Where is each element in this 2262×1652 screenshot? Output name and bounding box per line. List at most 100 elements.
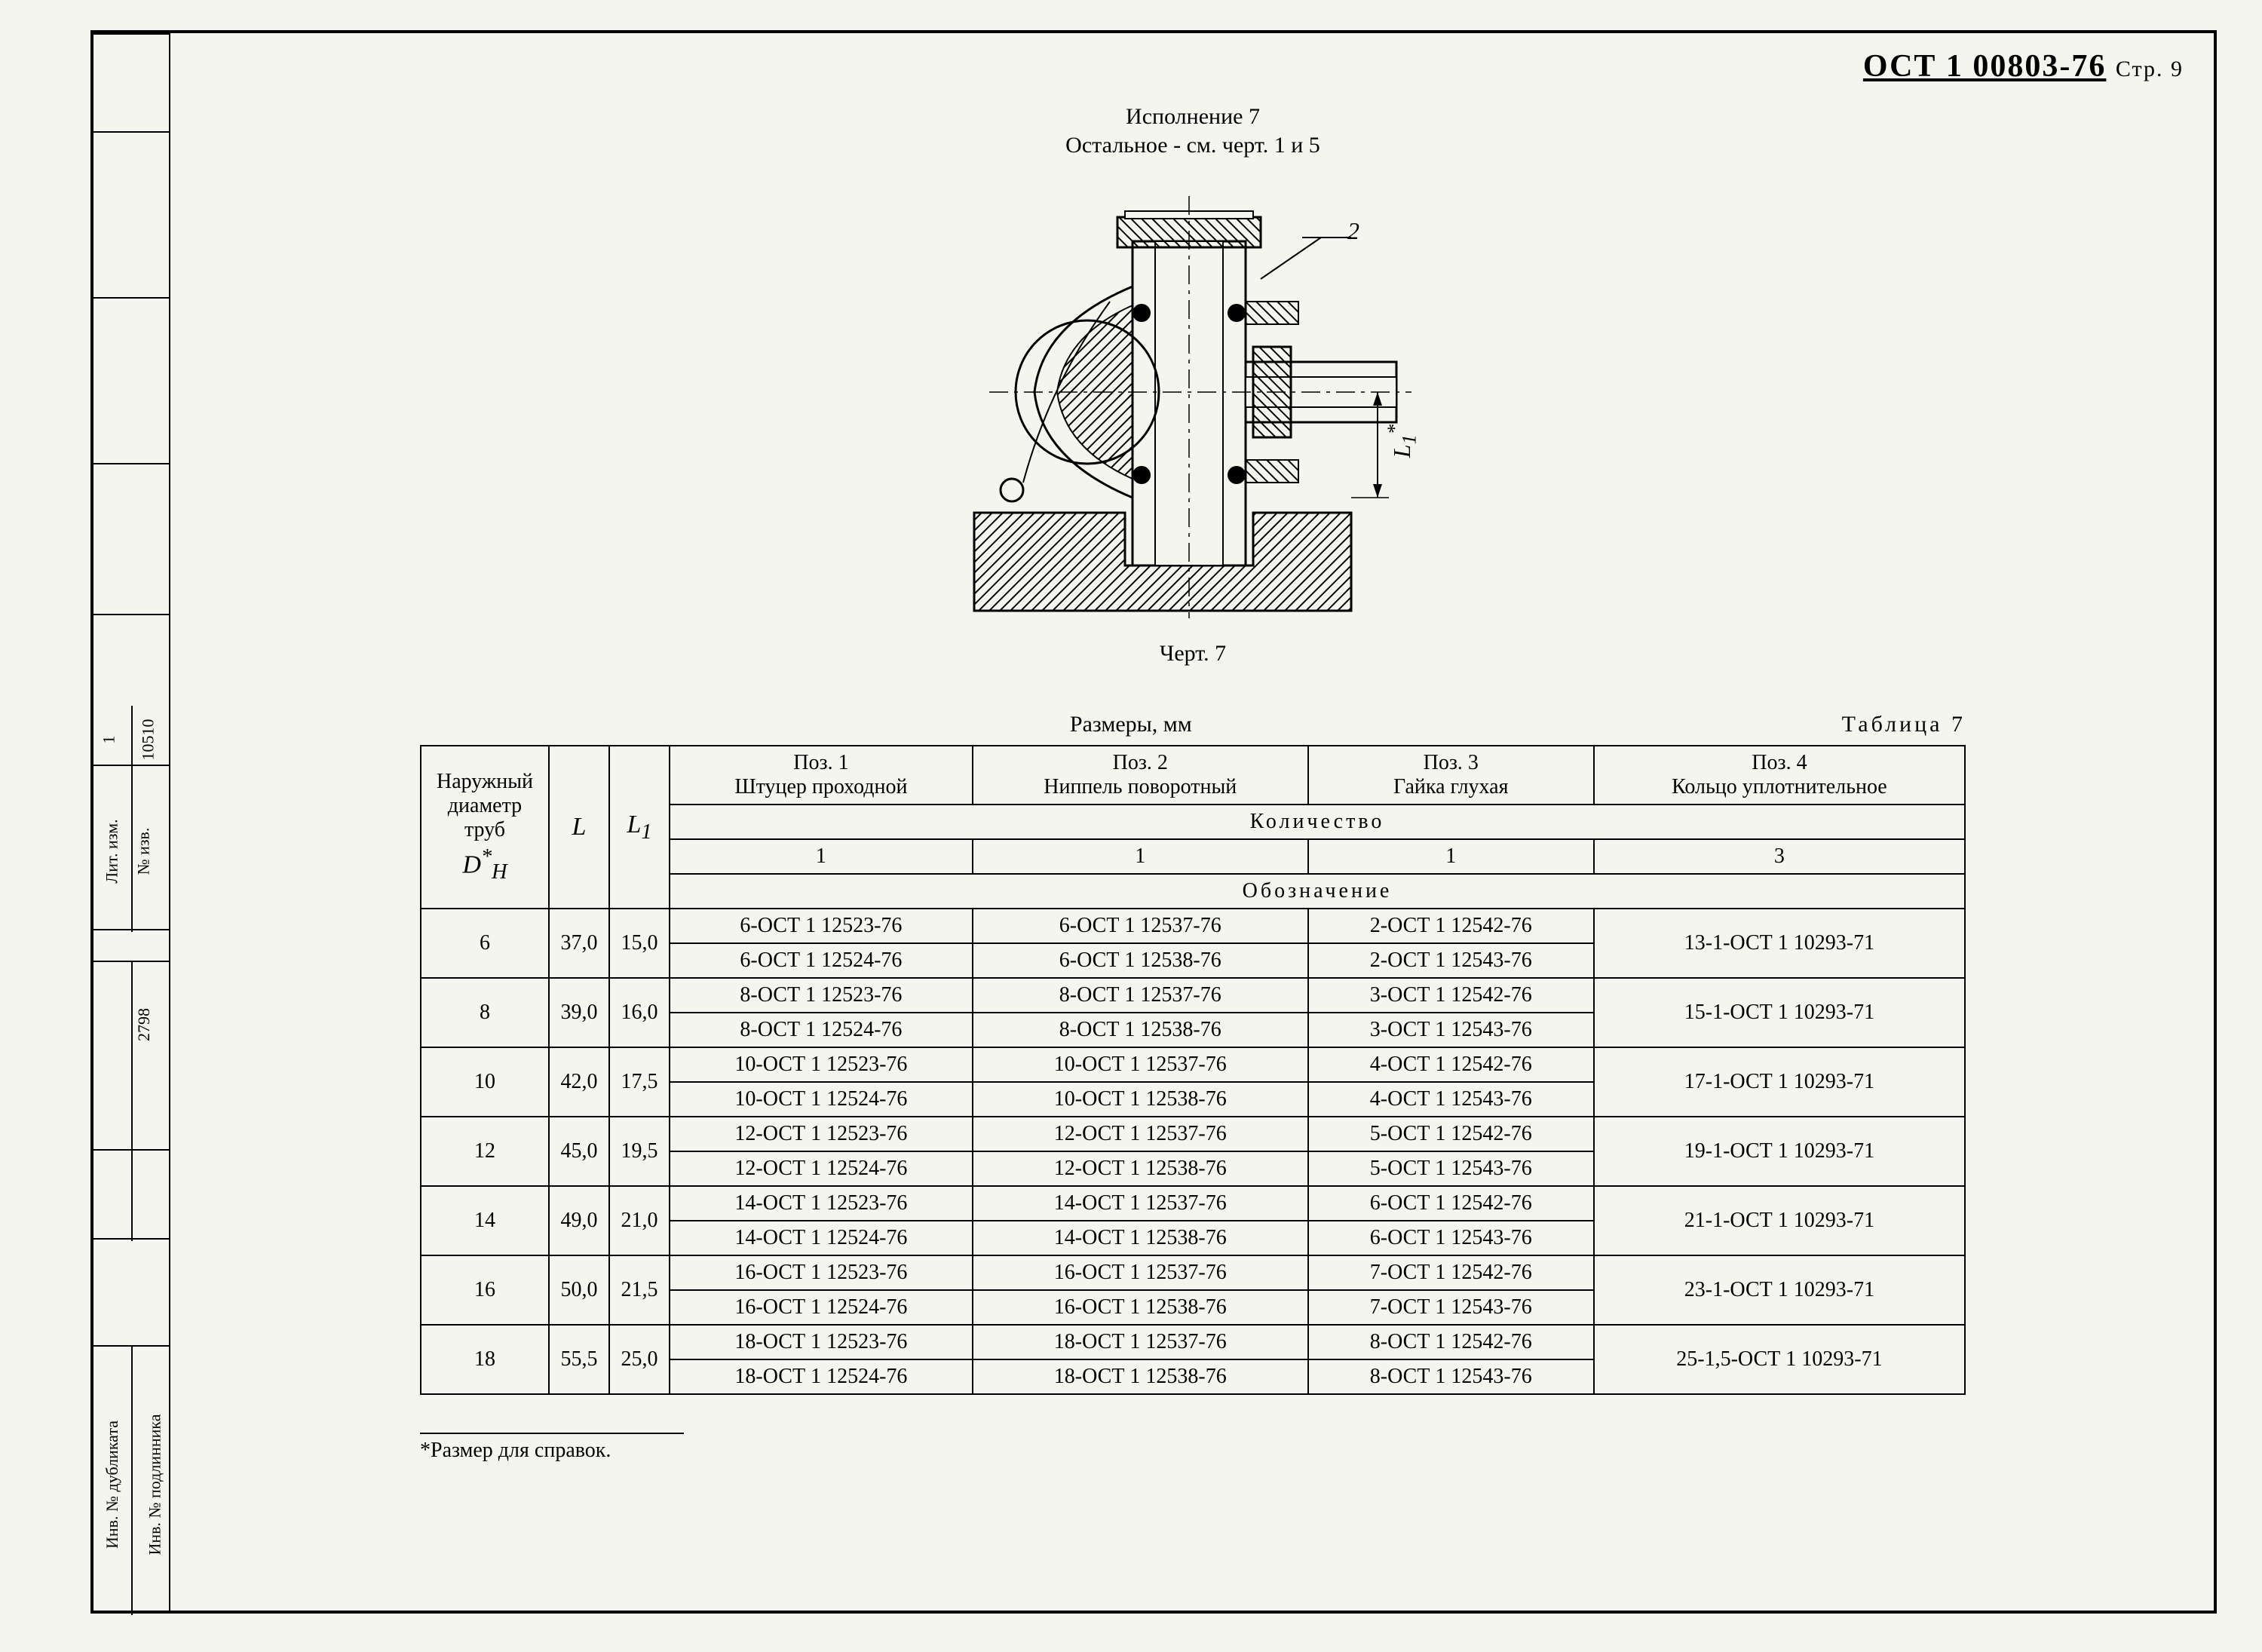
- sidebar-title-block: Лит. изм. № изв. 1 10510 2798 Инв. № дуб…: [93, 33, 169, 1614]
- cell-dh: 6: [421, 909, 549, 978]
- callout-L1: L1*: [1383, 424, 1421, 458]
- cell-p2b: 6-ОСТ 1 12538-76: [973, 943, 1308, 978]
- cell-p2a: 12-ОСТ 1 12537-76: [973, 1117, 1308, 1151]
- col-pos1-title: Поз. 1 Штуцер проходной: [670, 746, 973, 805]
- title-execution: Исполнение 7: [214, 104, 2172, 130]
- callout-2: 2: [1347, 217, 1359, 245]
- cell-p2a: 6-ОСТ 1 12537-76: [973, 909, 1308, 943]
- qty4: 3: [1594, 839, 1965, 874]
- table-row: 1855,525,018-ОСТ 1 12523-7618-ОСТ 1 1253…: [421, 1325, 1965, 1359]
- table-number-label: Таблица 7: [1842, 712, 1966, 737]
- cell-dh: 8: [421, 978, 549, 1047]
- cell-p1a: 10-ОСТ 1 12523-76: [670, 1047, 973, 1082]
- cell-p2a: 14-ОСТ 1 12537-76: [973, 1186, 1308, 1221]
- cell-L1: 21,5: [609, 1255, 670, 1325]
- cell-p1b: 6-ОСТ 1 12524-76: [670, 943, 973, 978]
- cell-p1b: 18-ОСТ 1 12524-76: [670, 1359, 973, 1394]
- cell-p2b: 10-ОСТ 1 12538-76: [973, 1082, 1308, 1117]
- cell-p4: 23-1-ОСТ 1 10293-71: [1594, 1255, 1965, 1325]
- footnote-block: *Размер для справок.: [420, 1433, 1966, 1463]
- sidebar-val-1: 1: [100, 736, 119, 744]
- cell-p3b: 8-ОСТ 1 12543-76: [1308, 1359, 1594, 1394]
- col-pos4-title: Поз. 4 Кольцо уплотнительное: [1594, 746, 1965, 805]
- cell-p2b: 16-ОСТ 1 12538-76: [973, 1290, 1308, 1325]
- cell-p2b: 12-ОСТ 1 12538-76: [973, 1151, 1308, 1186]
- cell-p3a: 7-ОСТ 1 12542-76: [1308, 1255, 1594, 1290]
- cell-p3a: 2-ОСТ 1 12542-76: [1308, 909, 1594, 943]
- table-caption-row: Размеры, мм Таблица 7: [420, 712, 1966, 737]
- drawing-caption: Черт. 7: [214, 641, 2172, 667]
- cell-dh: 18: [421, 1325, 549, 1394]
- cell-L1: 19,5: [609, 1117, 670, 1186]
- designation-header: Обозначение: [670, 874, 1965, 909]
- qty2: 1: [973, 839, 1308, 874]
- cell-p2a: 8-ОСТ 1 12537-76: [973, 978, 1308, 1013]
- cell-dh: 12: [421, 1117, 549, 1186]
- cell-dh: 10: [421, 1047, 549, 1117]
- cell-p2b: 14-ОСТ 1 12538-76: [973, 1221, 1308, 1255]
- cell-p1a: 12-ОСТ 1 12523-76: [670, 1117, 973, 1151]
- sidebar-val-10510: 10510: [139, 719, 158, 761]
- page-frame: Лит. изм. № изв. 1 10510 2798 Инв. № дуб…: [90, 30, 2217, 1614]
- cell-p1b: 14-ОСТ 1 12524-76: [670, 1221, 973, 1255]
- cell-dh: 16: [421, 1255, 549, 1325]
- cell-L: 37,0: [549, 909, 609, 978]
- cell-L1: 15,0: [609, 909, 670, 978]
- qty3: 1: [1308, 839, 1594, 874]
- cell-p3a: 3-ОСТ 1 12542-76: [1308, 978, 1594, 1013]
- table-row: 1042,017,510-ОСТ 1 12523-7610-ОСТ 1 1253…: [421, 1047, 1965, 1082]
- cell-p4: 15-1-ОСТ 1 10293-71: [1594, 978, 1965, 1047]
- cell-L1: 21,0: [609, 1186, 670, 1255]
- cell-p4: 19-1-ОСТ 1 10293-71: [1594, 1117, 1965, 1186]
- cell-p3a: 8-ОСТ 1 12542-76: [1308, 1325, 1594, 1359]
- cell-p1a: 6-ОСТ 1 12523-76: [670, 909, 973, 943]
- technical-drawing: 2 L1*: [929, 196, 1457, 618]
- table-row: 1245,019,512-ОСТ 1 12523-7612-ОСТ 1 1253…: [421, 1117, 1965, 1151]
- cell-L1: 17,5: [609, 1047, 670, 1117]
- quantity-header: Количество: [670, 805, 1965, 839]
- cell-p3b: 2-ОСТ 1 12543-76: [1308, 943, 1594, 978]
- cell-p4: 21-1-ОСТ 1 10293-71: [1594, 1186, 1965, 1255]
- cell-p1b: 12-ОСТ 1 12524-76: [670, 1151, 973, 1186]
- cell-p3a: 5-ОСТ 1 12542-76: [1308, 1117, 1594, 1151]
- cell-p3a: 6-ОСТ 1 12542-76: [1308, 1186, 1594, 1221]
- cell-p2b: 8-ОСТ 1 12538-76: [973, 1013, 1308, 1047]
- cell-p3b: 4-ОСТ 1 12543-76: [1308, 1082, 1594, 1117]
- sidebar-n-izv: № изв.: [133, 828, 153, 875]
- col-pos2-title: Поз. 2 Ниппель поворотный: [973, 746, 1308, 805]
- table-row: 637,015,06-ОСТ 1 12523-766-ОСТ 1 12537-7…: [421, 909, 1965, 943]
- col-L: L: [549, 746, 609, 909]
- cell-p2b: 18-ОСТ 1 12538-76: [973, 1359, 1308, 1394]
- table-row: 1650,021,516-ОСТ 1 12523-7616-ОСТ 1 1253…: [421, 1255, 1965, 1290]
- title-remainder: Остальное - см. черт. 1 и 5: [214, 133, 2172, 158]
- cell-p1b: 8-ОСТ 1 12524-76: [670, 1013, 973, 1047]
- cell-p2a: 10-ОСТ 1 12537-76: [973, 1047, 1308, 1082]
- cell-p1a: 18-ОСТ 1 12523-76: [670, 1325, 973, 1359]
- sidebar-2798: 2798: [134, 1008, 154, 1041]
- cell-L1: 16,0: [609, 978, 670, 1047]
- dimensions-label: Размеры, мм: [1070, 712, 1192, 737]
- cell-p4: 17-1-ОСТ 1 10293-71: [1594, 1047, 1965, 1117]
- cell-p1a: 14-ОСТ 1 12523-76: [670, 1186, 973, 1221]
- cell-p2a: 16-ОСТ 1 12537-76: [973, 1255, 1308, 1290]
- cell-L: 39,0: [549, 978, 609, 1047]
- cell-p3b: 6-ОСТ 1 12543-76: [1308, 1221, 1594, 1255]
- cell-p2a: 18-ОСТ 1 12537-76: [973, 1325, 1308, 1359]
- qty1: 1: [670, 839, 973, 874]
- cell-p3b: 5-ОСТ 1 12543-76: [1308, 1151, 1594, 1186]
- col-pos3-title: Поз. 3 Гайка глухая: [1308, 746, 1594, 805]
- sidebar-inv-dublikata: Инв. № дубликата: [103, 1421, 122, 1549]
- cell-L: 49,0: [549, 1186, 609, 1255]
- cell-p1a: 8-ОСТ 1 12523-76: [670, 978, 973, 1013]
- main-content: Исполнение 7 Остальное - см. черт. 1 и 5: [169, 33, 2217, 1493]
- cell-L: 55,5: [549, 1325, 609, 1394]
- cell-L: 50,0: [549, 1255, 609, 1325]
- footnote-text: *Размер для справок.: [420, 1439, 1966, 1463]
- cell-p4: 25-1,5-ОСТ 1 10293-71: [1594, 1325, 1965, 1394]
- cell-L1: 25,0: [609, 1325, 670, 1394]
- cell-dh: 14: [421, 1186, 549, 1255]
- cell-p1b: 16-ОСТ 1 12524-76: [670, 1290, 973, 1325]
- cell-p3a: 4-ОСТ 1 12542-76: [1308, 1047, 1594, 1082]
- cell-p1a: 16-ОСТ 1 12523-76: [670, 1255, 973, 1290]
- dimensions-table: Наружный диаметр труб D*H L L1 Поз. 1 Шт…: [420, 745, 1966, 1395]
